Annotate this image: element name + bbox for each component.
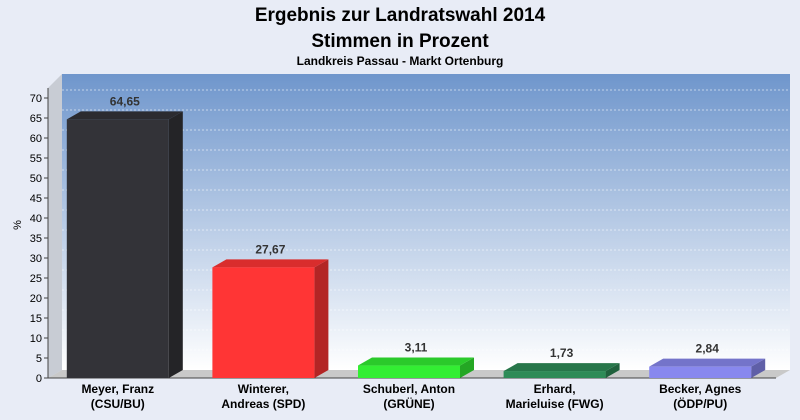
value-label: 2,84 (696, 342, 720, 356)
bar-side (314, 259, 329, 378)
bar-side (168, 111, 183, 379)
y-tick-label: 20 (30, 293, 42, 305)
bar-front (649, 366, 752, 378)
gridlines (62, 89, 790, 351)
y-axis-ticks: 0 5 10 15 20 25 30 35 40 45 50 55 60 65 70 (30, 93, 48, 385)
category-label: (GRÜNE) (383, 396, 434, 411)
value-label: 3,11 (405, 341, 428, 355)
y-tick-label: 5 (36, 353, 42, 365)
bar-top (649, 358, 766, 367)
category-label: Meyer, Franz (81, 382, 154, 396)
category-labels: Meyer, Franz(CSU/BU) Winterer,Andreas (SP… (81, 382, 741, 411)
category-label: Andreas (SPD) (221, 397, 305, 411)
y-tick-label: 70 (30, 93, 42, 105)
bar-top (66, 111, 183, 120)
bars (66, 111, 766, 379)
category-label: (CSU/BU) (91, 397, 145, 411)
category-label: Schuberl, Anton (363, 382, 455, 396)
bar (212, 259, 329, 378)
category-label: Marieluise (FWG) (506, 397, 604, 411)
category-label: (ÖDP/PU) (673, 396, 727, 411)
category-label: Winterer, (238, 382, 289, 396)
value-label: 64,65 (110, 94, 140, 108)
y-tick-label: 10 (30, 333, 42, 345)
category-label: Becker, Agnes (659, 382, 742, 396)
bar (66, 111, 183, 379)
y-tick-label: 25 (30, 273, 42, 285)
y-tick-label: 30 (30, 253, 42, 265)
value-label: 27,67 (255, 242, 285, 256)
y-tick-label: 65 (30, 113, 42, 125)
chart-caption: Landkreis Passau - Markt Ortenburg (297, 54, 504, 68)
bar (358, 357, 474, 378)
category-label: Erhard, (534, 382, 576, 396)
chart-title: Ergebnis zur Landratswahl 2014 (255, 5, 546, 26)
y-axis-label: % (12, 220, 24, 230)
y-tick-label: 40 (30, 213, 42, 225)
plot-background (62, 74, 790, 370)
y-tick-label: 60 (30, 133, 42, 145)
y-tick-label: 35 (30, 233, 42, 245)
plot-side-wall (48, 74, 62, 378)
y-tick-label: 0 (36, 373, 42, 385)
y-tick-label: 45 (30, 193, 42, 205)
bar-side (605, 363, 620, 378)
bar-front (503, 371, 606, 378)
bar-side (460, 357, 474, 378)
value-labels: 64,65 27,67 3,11 1,73 2,84 (110, 94, 719, 360)
bar-side (751, 358, 766, 378)
bar-front (358, 365, 460, 378)
value-label: 1,73 (550, 346, 574, 360)
bar (503, 363, 620, 378)
bar-top (212, 259, 329, 268)
bar-top (503, 363, 620, 372)
y-tick-label: 55 (30, 153, 42, 165)
chart-subtitle: Stimmen in Prozent (311, 31, 489, 52)
bar-front (212, 267, 315, 378)
bar (649, 358, 766, 378)
bar-top (358, 357, 474, 366)
bar-front (66, 119, 169, 379)
y-tick-label: 50 (30, 173, 42, 185)
y-tick-label: 15 (30, 313, 42, 325)
